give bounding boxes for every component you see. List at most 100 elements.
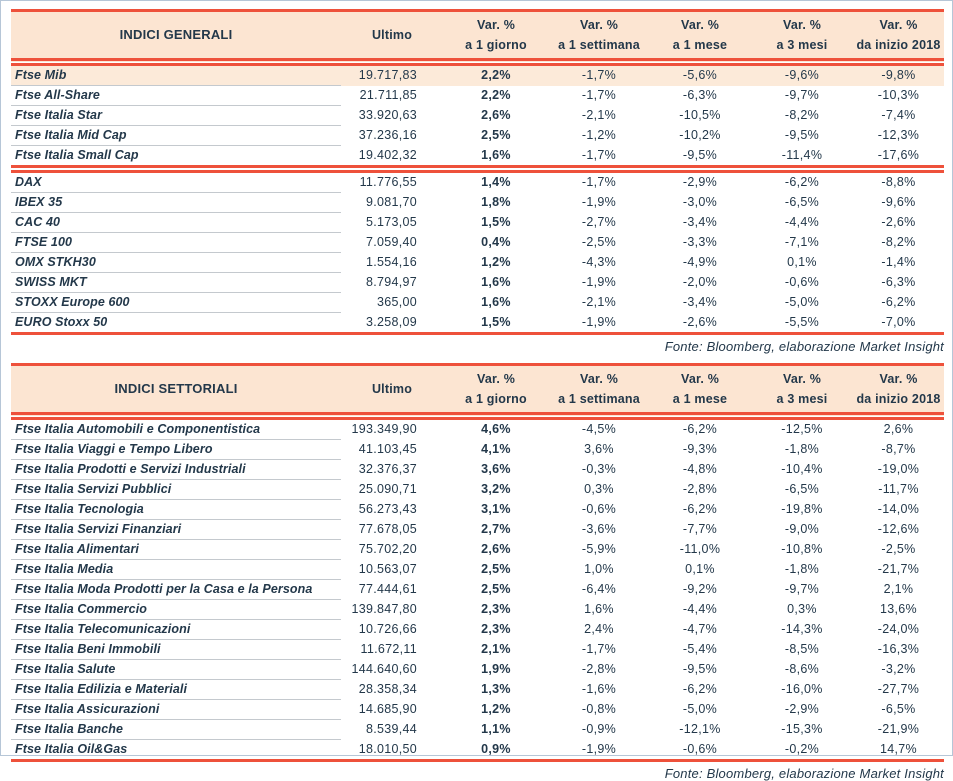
- last-value: 1.554,16: [365, 255, 417, 269]
- var-value: -0,6%: [649, 739, 751, 762]
- var-value: -2,9%: [682, 175, 718, 190]
- table-row: DAX 11.776,55 1,4% -1,7% -2,9% -6,2% -8,8%: [11, 169, 944, 193]
- period-label: a 1 giorno: [465, 392, 527, 406]
- var-value: -9,7%: [784, 88, 820, 102]
- table-row: Ftse Italia Tecnologia 56.273,43 3,1% -0,6%…: [11, 499, 944, 520]
- last-value: 144.640,60: [351, 662, 417, 676]
- var-value: -2,8%: [581, 662, 617, 676]
- column-header-ultimo: Ultimo: [341, 9, 443, 66]
- last-value: 8.539,44: [365, 722, 417, 736]
- table-row: Ftse Italia Moda Prodotti per la Casa e …: [11, 579, 944, 600]
- last-value: 8.794,97: [365, 275, 417, 289]
- var-value: 2,5%: [481, 562, 511, 576]
- var-value: -6,5%: [784, 195, 820, 209]
- var-value: -1,9%: [549, 312, 649, 335]
- var-value: -4,8%: [682, 462, 718, 476]
- table-row: OMX STKH30 1.554,16 1,2% -4,3% -4,9% 0,1% -1,4…: [11, 252, 944, 273]
- var-value: -12,5%: [781, 422, 823, 437]
- var-value: 1,9%: [481, 662, 511, 676]
- var-value: -10,5%: [679, 108, 721, 122]
- var-value: 1,6%: [584, 602, 614, 616]
- last-value: 41.103,45: [358, 442, 417, 456]
- var-value: -6,2%: [682, 682, 718, 696]
- var-value: -2,0%: [682, 275, 718, 289]
- var-value: -1,7%: [549, 62, 649, 86]
- last-value: 11.672,11: [360, 642, 417, 656]
- var-value: 2,3%: [481, 602, 511, 616]
- var-value: -1,8%: [784, 442, 820, 456]
- var-value: -15,3%: [781, 722, 823, 736]
- var-value: -8,5%: [784, 642, 820, 656]
- table-title: INDICI GENERALI: [11, 9, 341, 66]
- var-value: -6,3%: [881, 275, 916, 289]
- var-value: -2,9%: [784, 702, 820, 716]
- var-value: -9,5%: [649, 145, 751, 173]
- index-name: Ftse Italia Telecomunicazioni: [11, 619, 341, 640]
- var-value: -10,3%: [877, 88, 920, 102]
- column-header-var-1month: Var. % a 1 mese: [649, 363, 751, 420]
- last-value: 5.173,05: [365, 215, 417, 229]
- var-value: -2,1%: [581, 295, 617, 309]
- index-name: Ftse All-Share: [11, 85, 341, 106]
- var-value: -6,2%: [881, 295, 916, 309]
- var-value: 2,6%: [883, 422, 914, 437]
- var-value: -1,7%: [549, 145, 649, 173]
- var-value: -8,6%: [784, 662, 820, 676]
- var-value: -5,0%: [682, 702, 718, 716]
- var-value: -1,9%: [549, 739, 649, 762]
- var-value: -14,3%: [781, 622, 823, 636]
- var-value: -16,3%: [877, 642, 920, 656]
- table-row: Ftse Italia Oil&Gas 18.010,50 0,9% -1,9% -0,…: [11, 739, 944, 762]
- table-row: Ftse Italia Automobili e Componentistica…: [11, 416, 944, 440]
- table-row: Ftse Italia Telecomunicazioni 10.726,66 2,…: [11, 619, 944, 640]
- var-value: -11,7%: [878, 482, 919, 496]
- var-value: 1,5%: [443, 312, 549, 335]
- index-name: FTSE 100: [11, 232, 341, 253]
- var-label: Var. %: [476, 18, 516, 32]
- period-label: a 1 mese: [672, 38, 728, 52]
- var-label: Var. %: [680, 18, 720, 32]
- var-value: -11,4%: [751, 145, 853, 173]
- var-value: 1,6%: [481, 295, 511, 309]
- var-value: -9,5%: [784, 128, 820, 142]
- var-value: -5,9%: [581, 542, 617, 556]
- index-name: Ftse Italia Alimentari: [11, 539, 341, 560]
- last-value: 7.059,40: [365, 235, 417, 249]
- table-row: Ftse Italia Assicurazioni 14.685,90 1,2% -0…: [11, 699, 944, 720]
- last-value: 75.702,20: [358, 542, 417, 556]
- period-label: a 1 mese: [672, 392, 728, 406]
- last-value: 28.358,34: [358, 682, 417, 696]
- var-value: -6,2%: [682, 422, 718, 437]
- index-name: Ftse Italia Media: [11, 559, 341, 580]
- var-value: 1,0%: [584, 562, 614, 576]
- var-value: -6,5%: [881, 702, 916, 716]
- last-value: 19.402,32: [341, 145, 443, 173]
- index-name: Ftse Italia Salute: [11, 659, 341, 680]
- index-name: OMX STKH30: [11, 252, 341, 273]
- var-value: -9,6%: [881, 195, 916, 209]
- var-value: -0,8%: [581, 702, 617, 716]
- var-value: -3,0%: [682, 195, 718, 209]
- index-name: Ftse Italia Star: [11, 105, 341, 126]
- index-name: Ftse Italia Edilizia e Materiali: [11, 679, 341, 700]
- table-row: Ftse Italia Beni Immobili 11.672,11 2,1% -1…: [11, 639, 944, 660]
- var-value: 1,8%: [481, 195, 511, 209]
- var-value: 2,7%: [481, 522, 511, 536]
- var-value: 0,4%: [481, 235, 511, 249]
- var-label: Var. %: [782, 372, 822, 386]
- index-name: Ftse Italia Banche: [11, 719, 341, 740]
- var-label: Var. %: [579, 18, 619, 32]
- last-value: 56.273,43: [358, 502, 417, 516]
- var-value: -5,5%: [751, 312, 853, 335]
- var-value: -6,3%: [682, 88, 718, 102]
- last-value: 3.258,09: [341, 312, 443, 335]
- table-row: Ftse Italia Prodotti e Servizi Industria…: [11, 459, 944, 480]
- index-name: Ftse Italia Moda Prodotti per la Casa e …: [11, 579, 341, 600]
- column-header-var-1day: Var. % a 1 giorno: [443, 9, 549, 66]
- var-value: -2,5%: [581, 235, 617, 249]
- var-value: -2,6%: [649, 312, 751, 335]
- period-label: a 1 settimana: [558, 392, 640, 406]
- var-value: -2,1%: [581, 108, 617, 122]
- var-value: 3,6%: [584, 442, 614, 456]
